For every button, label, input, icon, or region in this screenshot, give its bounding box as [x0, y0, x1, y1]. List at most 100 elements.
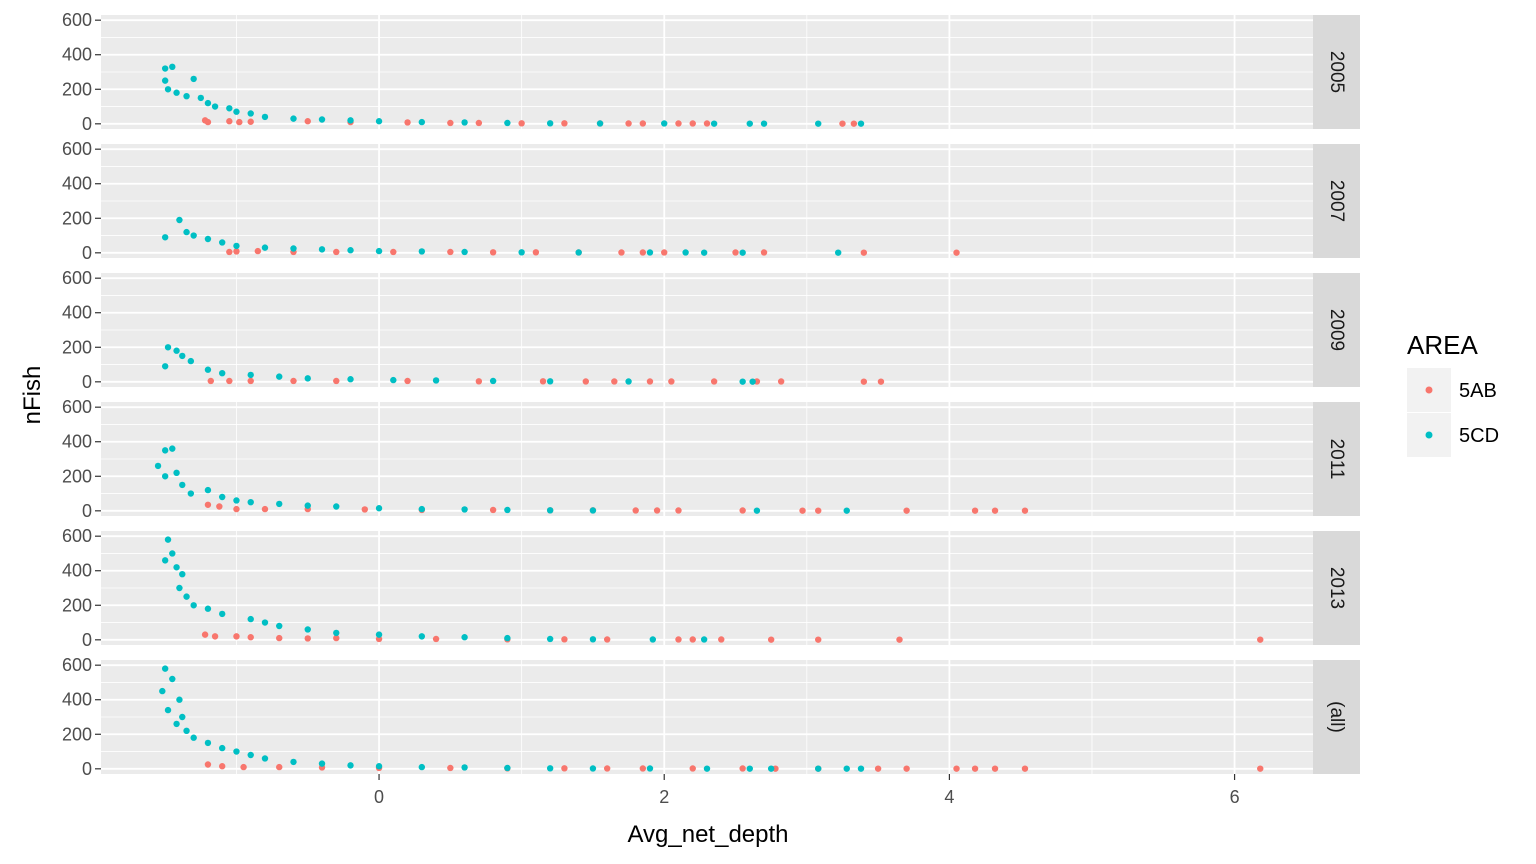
data-point	[169, 550, 176, 557]
data-point	[404, 119, 411, 126]
data-point	[753, 507, 761, 514]
data-point	[164, 706, 172, 714]
data-point	[749, 378, 756, 385]
data-point	[179, 352, 186, 360]
data-point	[903, 765, 910, 772]
data-point	[700, 636, 708, 643]
data-point	[211, 633, 219, 640]
facet-panels: 0200400600200502004006002007020040060020…	[62, 10, 1360, 807]
data-point	[276, 763, 283, 771]
data-point	[739, 378, 746, 385]
data-point	[390, 376, 397, 384]
data-point	[390, 248, 397, 256]
data-point	[843, 765, 850, 772]
legend-key-point	[1425, 431, 1433, 439]
data-point	[226, 105, 233, 112]
data-point	[219, 610, 226, 618]
data-point	[700, 249, 708, 256]
data-point	[290, 245, 297, 252]
data-point	[233, 242, 240, 250]
y-tick-label: 0	[82, 114, 92, 134]
data-point	[226, 377, 233, 385]
facet-panel: 0 200 400 600 2005	[62, 10, 1360, 134]
y-tick-label: 600	[62, 655, 92, 675]
data-point	[176, 216, 183, 224]
data-point	[276, 622, 283, 630]
data-point	[546, 378, 554, 385]
y-tick-label: 200	[62, 79, 92, 99]
data-point	[834, 249, 842, 256]
data-point	[815, 765, 822, 772]
data-point	[589, 507, 597, 514]
data-point	[1021, 765, 1029, 772]
data-point	[261, 244, 269, 251]
data-point	[860, 249, 868, 256]
data-point	[877, 378, 885, 385]
data-point	[475, 378, 483, 385]
data-point	[418, 505, 426, 513]
data-point	[504, 119, 511, 127]
facet-strip	[1313, 273, 1360, 387]
data-point	[746, 120, 753, 127]
facet-strip-label: 2013	[1326, 567, 1347, 609]
y-tick-label: 600	[62, 268, 92, 288]
data-point	[661, 249, 668, 256]
data-point	[375, 631, 383, 638]
y-tick-label: 400	[62, 561, 92, 581]
data-point	[219, 369, 226, 377]
data-point	[710, 378, 718, 385]
data-point	[318, 116, 326, 123]
facet-strip	[1313, 402, 1360, 516]
data-point	[953, 765, 960, 772]
data-point	[240, 763, 247, 771]
data-point	[179, 481, 186, 489]
data-point	[161, 473, 169, 480]
data-point	[173, 469, 180, 477]
data-point	[211, 103, 219, 110]
data-point	[461, 634, 468, 641]
data-point	[767, 636, 775, 643]
data-point	[857, 120, 865, 127]
y-tick-label: 200	[62, 337, 92, 357]
data-point	[187, 490, 195, 497]
data-point	[857, 765, 865, 772]
data-point	[1257, 765, 1264, 772]
x-tick-label: 6	[1230, 787, 1240, 807]
data-point	[247, 751, 254, 759]
data-point	[418, 118, 426, 126]
facet-strip-label: 2011	[1326, 439, 1347, 480]
data-point	[176, 584, 183, 592]
legend-entry-label: 5AB	[1459, 380, 1497, 402]
y-tick-label: 200	[62, 208, 92, 228]
y-tick-label: 0	[82, 372, 92, 392]
data-point	[333, 248, 340, 256]
data-point	[546, 635, 554, 643]
data-point	[164, 86, 172, 93]
data-point	[375, 247, 383, 255]
data-point	[760, 120, 768, 127]
data-point	[161, 665, 169, 672]
x-tick-label: 2	[659, 787, 669, 807]
data-point	[971, 765, 979, 772]
data-point	[432, 377, 440, 384]
data-point	[347, 247, 354, 254]
facet-strip-label: 2005	[1326, 51, 1347, 93]
data-point	[247, 110, 254, 117]
data-point	[304, 635, 311, 642]
data-point	[173, 564, 180, 571]
data-point	[173, 89, 180, 96]
data-point	[247, 498, 254, 506]
data-point	[190, 75, 197, 83]
y-tick-label: 400	[62, 432, 92, 452]
data-point	[432, 635, 440, 643]
data-point	[204, 235, 212, 243]
data-point	[318, 760, 326, 767]
data-point	[596, 120, 604, 127]
data-point	[161, 77, 169, 84]
data-point	[475, 119, 483, 127]
facet-strip	[1313, 531, 1360, 645]
data-point	[233, 748, 240, 755]
data-point	[447, 248, 454, 256]
y-tick-label: 600	[62, 397, 92, 417]
